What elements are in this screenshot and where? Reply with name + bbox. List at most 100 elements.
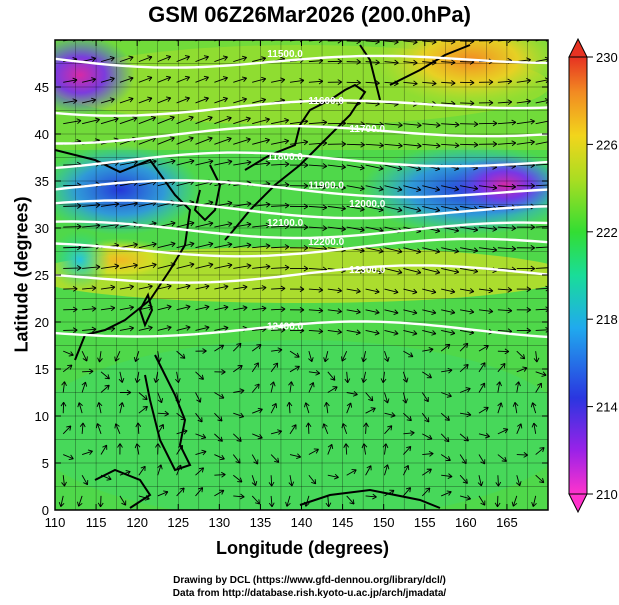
contour-label: 11600.0 (308, 96, 344, 107)
wind-arrow-shaft (308, 185, 327, 188)
wind-arrow-shaft (232, 454, 241, 464)
wind-arrow-head (147, 325, 153, 332)
wind-arrow-shaft (327, 495, 330, 507)
wind-arrow-shaft (252, 265, 271, 269)
wind-arrow-shaft (233, 202, 252, 207)
wind-arrow-head (254, 383, 260, 389)
wind-arrow-head (60, 401, 67, 407)
wind-arrow-shaft (535, 351, 538, 363)
wind-arrow-head (488, 79, 494, 85)
wind-arrow-head (330, 375, 336, 381)
wind-arrow-head (454, 142, 460, 149)
wind-arrow-shaft (308, 60, 323, 63)
wind-arrow-head (549, 139, 553, 144)
wind-arrow-shaft (459, 454, 467, 464)
wind-arrow-head (109, 97, 115, 103)
credit-data-source: Data from http://database.rish.kyoto-u.a… (172, 588, 447, 599)
wind-arrow-shaft (270, 495, 273, 507)
wind-arrow-head (378, 185, 384, 192)
wind-arrow-shaft (512, 495, 518, 507)
wind-arrow-head (397, 165, 403, 172)
wind-arrow-head (454, 268, 460, 275)
wind-arrow-shaft (441, 267, 459, 273)
wind-arrow-head (91, 97, 97, 104)
wind-arrow-shaft (365, 267, 384, 273)
wind-arrow-head (147, 96, 153, 103)
wind-arrow-shaft (100, 77, 115, 83)
wind-arrow-head (134, 378, 141, 383)
wind-arrow-head (280, 285, 286, 292)
wind-arrow-head (343, 443, 350, 448)
wind-arrow-shaft (100, 384, 110, 393)
wind-arrow-head (166, 304, 172, 311)
credit-drawing: Drawing by DCL (https://www.gfd-dennou.o… (173, 575, 446, 586)
colorbar-tick-label: 222 (596, 225, 618, 240)
wind-arrow-shaft (270, 430, 282, 435)
wind-arrow-shaft (157, 351, 160, 363)
wind-arrow-head (397, 268, 403, 275)
wind-arrow-head (507, 99, 513, 106)
wind-arrow-head (227, 221, 233, 227)
wind-arrow-shaft (365, 185, 384, 190)
wind-arrow-head (412, 330, 418, 336)
wind-arrow-head (268, 502, 275, 508)
wind-arrow-head (184, 75, 190, 82)
wind-arrow-head (359, 185, 365, 192)
wind-arrow-shaft (252, 433, 263, 439)
wind-arrow-head (492, 120, 498, 127)
wind-arrow-head (203, 96, 209, 102)
wind-arrow-head (372, 493, 377, 500)
wind-arrow-head (135, 422, 142, 428)
wind-arrow-shaft (138, 465, 146, 476)
wind-arrow-shaft (176, 137, 194, 145)
wind-arrow-shaft (422, 433, 433, 440)
wind-arrow-head (337, 287, 342, 294)
wind-arrow-head (227, 262, 233, 269)
wind-arrow-head (473, 185, 479, 192)
wind-arrow-head (242, 284, 248, 291)
wind-arrow-shaft (497, 475, 499, 487)
wind-arrow-shaft (195, 76, 209, 83)
wind-arrow-shaft (251, 454, 259, 465)
wind-arrow-shaft (497, 330, 512, 332)
wind-arrow-head (454, 185, 460, 192)
wind-arrow-shaft (460, 247, 478, 252)
wind-arrow-shaft (214, 264, 233, 269)
wind-arrow-head (219, 454, 225, 461)
wind-arrow-head (274, 457, 280, 463)
x-tick-label: 140 (291, 515, 313, 530)
wind-arrow-shaft (63, 100, 78, 104)
kuril-coastline (389, 44, 471, 86)
wind-arrow-shaft (441, 81, 456, 84)
wind-arrow-shaft (346, 495, 355, 505)
wind-arrow-head (72, 77, 78, 84)
wind-arrow-shaft (497, 428, 509, 435)
wind-arrow-head (539, 477, 545, 484)
wind-arrow-head (530, 224, 536, 231)
wind-arrow-shaft (384, 330, 399, 335)
wind-arrow-head (246, 221, 252, 228)
wind-arrow-head (537, 382, 542, 388)
wind-arrow-shaft (403, 446, 412, 455)
wind-arrow-shaft (305, 495, 310, 507)
wind-arrow-shaft (195, 97, 209, 104)
wind-arrow-head (533, 357, 540, 363)
wind-arrow-head (469, 79, 475, 86)
sakhalin-coastline (359, 44, 381, 101)
wind-arrow-head (245, 116, 251, 123)
wind-arrow-head (129, 284, 134, 290)
wind-arrow-head (549, 118, 553, 123)
wind-arrow-shaft (195, 222, 214, 228)
wind-arrow-shaft (252, 118, 270, 125)
wind-arrow-head (294, 352, 300, 358)
wind-arrow-head (550, 162, 554, 167)
wind-arrow-shaft (384, 392, 389, 404)
wind-arrow-shaft (82, 225, 101, 228)
wind-arrow-shaft (497, 381, 501, 393)
wind-arrow-head (374, 288, 380, 295)
colorbar-tick-label: 214 (596, 400, 618, 415)
wind-arrow-head (351, 469, 357, 475)
wind-arrow-shaft (516, 423, 522, 435)
wind-arrow-shaft (100, 57, 115, 63)
